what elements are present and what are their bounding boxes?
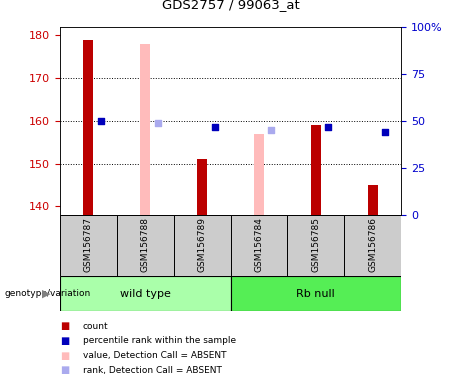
Point [97,118,105,124]
Text: ■: ■ [60,351,69,361]
Point [154,120,161,126]
Text: percentile rank within the sample: percentile rank within the sample [83,336,236,346]
Text: wild type: wild type [120,289,171,299]
Bar [197,159,207,215]
Text: GSM156784: GSM156784 [254,217,263,272]
Point [211,124,218,131]
Point [381,129,389,135]
Bar [174,215,230,276]
Point [325,124,332,131]
Text: rank, Detection Call = ABSENT: rank, Detection Call = ABSENT [83,366,222,375]
Bar [83,40,94,215]
Text: ■: ■ [60,321,69,331]
Bar [230,276,401,311]
Bar [117,215,174,276]
Bar [344,215,401,276]
Text: GSM156786: GSM156786 [368,217,377,272]
Text: Rb null: Rb null [296,289,335,299]
Bar [60,215,117,276]
Text: GSM156785: GSM156785 [311,217,320,272]
Bar [367,185,378,215]
Text: genotype/variation: genotype/variation [5,289,91,298]
Text: ▶: ▶ [42,289,51,299]
Bar [60,276,230,311]
Text: count: count [83,322,109,331]
Text: GSM156789: GSM156789 [198,217,207,272]
Text: GDS2757 / 99063_at: GDS2757 / 99063_at [162,0,299,12]
Point [268,126,275,132]
Text: ■: ■ [60,336,69,346]
Bar [311,125,321,215]
Bar [230,215,287,276]
Bar [287,215,344,276]
Text: GSM156788: GSM156788 [141,217,150,272]
Text: ■: ■ [60,365,69,375]
Bar [254,134,264,215]
Text: GSM156787: GSM156787 [84,217,93,272]
Bar [140,44,150,215]
Text: value, Detection Call = ABSENT: value, Detection Call = ABSENT [83,351,226,360]
